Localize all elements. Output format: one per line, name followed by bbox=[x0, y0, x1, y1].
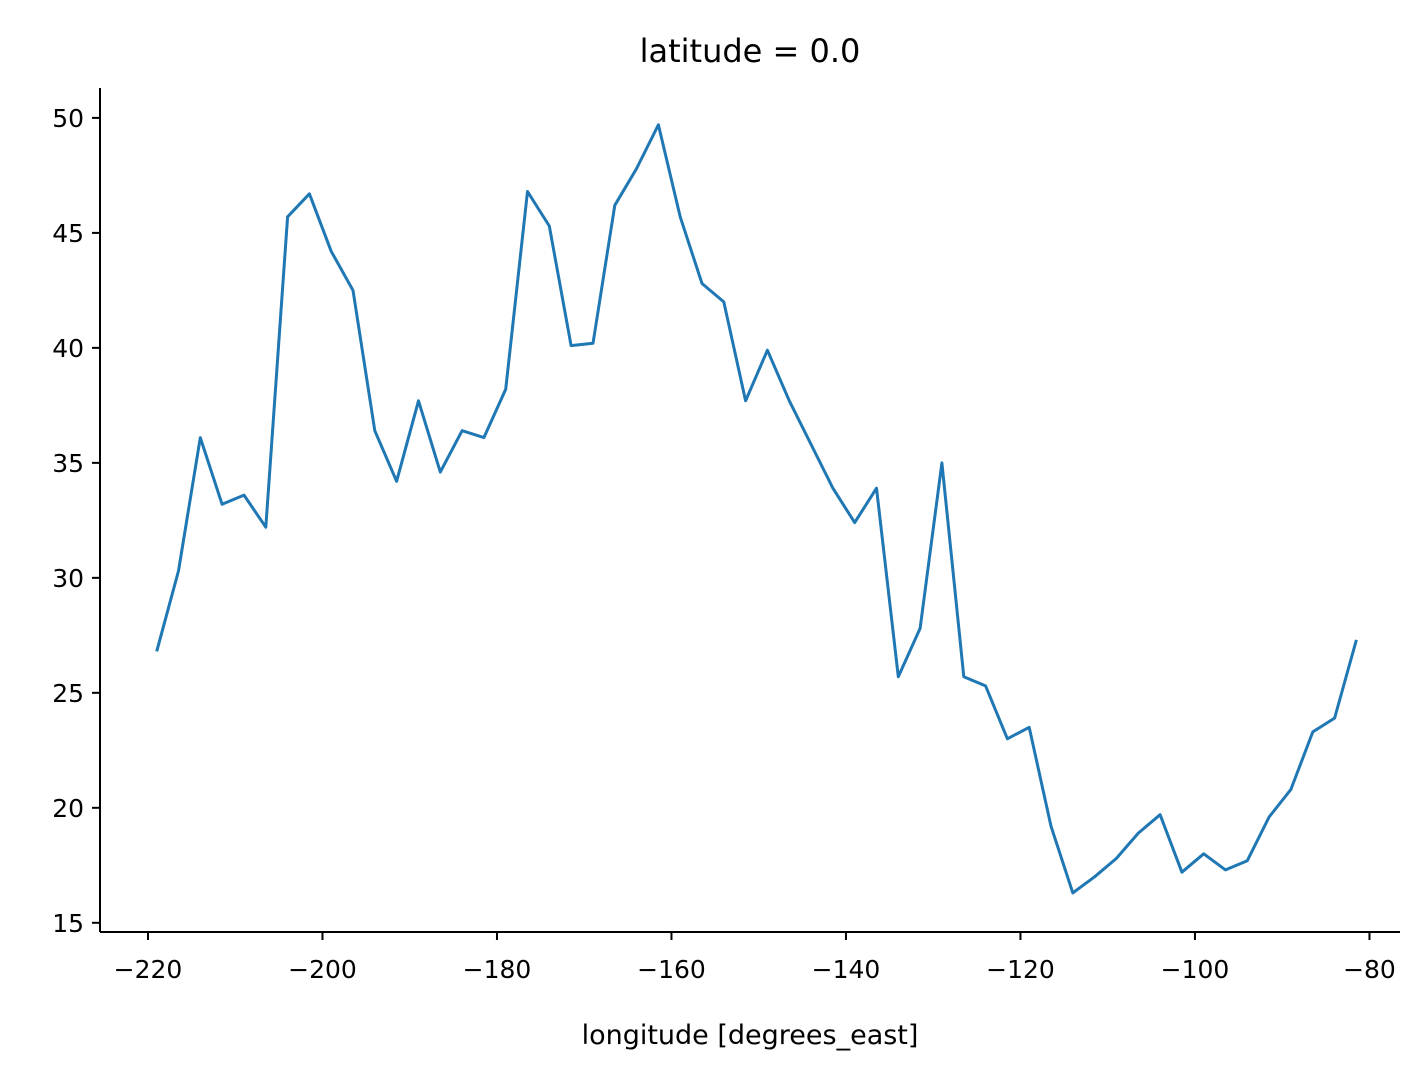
x-tick-label: −180 bbox=[463, 955, 532, 984]
chart-title: latitude = 0.0 bbox=[640, 32, 861, 70]
x-axis-ticks: −220 −200 −180 −160 −140 −120 −100 −80 bbox=[114, 932, 1396, 984]
x-tick-label: −100 bbox=[1161, 955, 1230, 984]
y-tick-label: 30 bbox=[52, 564, 84, 593]
series-line bbox=[155, 123, 1358, 895]
x-tick-label: −160 bbox=[637, 955, 706, 984]
x-tick-label: −200 bbox=[288, 955, 357, 984]
y-tick-label: 25 bbox=[52, 679, 84, 708]
y-tick-label: 50 bbox=[52, 104, 84, 133]
y-tick-label: 35 bbox=[52, 449, 84, 478]
x-tick-label: −220 bbox=[114, 955, 183, 984]
x-axis-title: longitude [degrees_east] bbox=[582, 1020, 919, 1051]
x-tick-label: −120 bbox=[986, 955, 1055, 984]
y-tick-label: 20 bbox=[52, 794, 84, 823]
y-tick-label: 45 bbox=[52, 219, 84, 248]
x-tick-label: −140 bbox=[812, 955, 881, 984]
y-axis-ticks: 15 20 25 30 35 40 45 50 bbox=[52, 104, 100, 938]
y-tick-label: 15 bbox=[52, 909, 84, 938]
x-tick-label: −80 bbox=[1343, 955, 1396, 984]
y-tick-label: 40 bbox=[52, 334, 84, 363]
